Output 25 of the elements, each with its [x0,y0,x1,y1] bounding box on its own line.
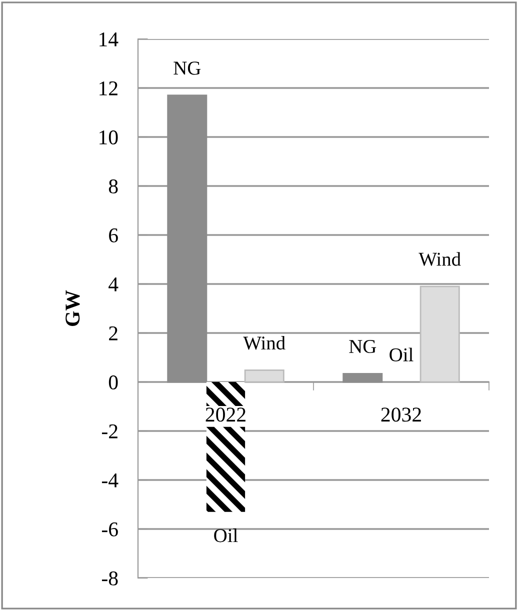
y-tick-label: -6 [102,522,118,536]
bar [244,370,284,383]
y-tick-label: 12 [100,81,118,96]
bar [167,94,208,383]
y-tick-label: 0 [108,375,118,390]
bar [342,372,383,383]
y-axis-title: GW [66,290,80,326]
series-label: Oil [214,528,238,542]
series-label: Wind [243,336,286,350]
y-tick-label: 14 [100,32,118,46]
y-tick-label: -2 [102,424,118,438]
x-tick-label: 2032 [381,408,421,422]
y-tick-label: -4 [102,474,118,488]
x-tick-label: 2022 [206,408,246,422]
text: NG [349,340,376,354]
text: Wind [418,252,461,266]
y-tick-label: 4 [108,278,118,292]
y-tick-label: 6 [109,228,118,242]
y-tick-label: 8 [108,179,118,194]
y-tick-label: 10 [100,130,118,144]
bar [420,286,460,383]
y-tick-label: -8 [102,571,118,586]
series-label: NG [174,62,201,75]
y-tick-label: 2 [109,326,118,340]
text: Oil [390,348,414,362]
